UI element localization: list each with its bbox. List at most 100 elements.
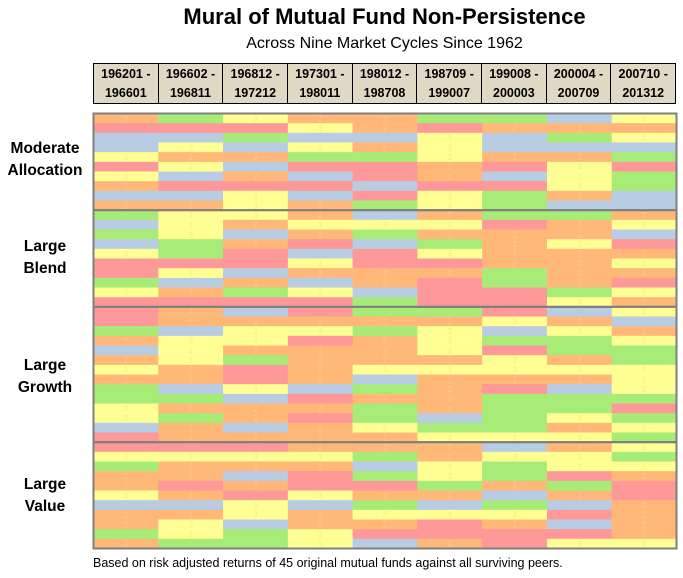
heatmap-cell <box>352 258 418 269</box>
heatmap-cell <box>287 509 354 521</box>
heatmap-cell-label: 2 <box>188 424 193 433</box>
heatmap-cell <box>417 210 483 221</box>
heatmap-cell-label: 3 <box>448 346 453 355</box>
heatmap-cell-label: 3 <box>124 491 129 500</box>
heatmap-cell <box>158 229 224 240</box>
heatmap-cell <box>158 403 224 414</box>
heatmap-cell <box>611 210 678 221</box>
heatmap-cell-label: 3 <box>512 511 517 520</box>
heatmap-cell <box>417 442 483 453</box>
heatmap-cell <box>158 190 224 202</box>
heatmap-cell <box>352 152 418 163</box>
heatmap-cell <box>546 190 613 202</box>
heatmap-cell <box>287 519 354 530</box>
heatmap-cell-label: 3 <box>512 366 517 375</box>
heatmap-cell <box>223 384 289 395</box>
heatmap-cell-label: 2 <box>318 520 323 529</box>
heatmap-cell <box>417 152 483 163</box>
heatmap-cell-label: 3 <box>577 182 582 191</box>
heatmap-cell-label: 2 <box>318 201 323 210</box>
heatmap-cell-label: 3 <box>448 250 453 259</box>
heatmap-cell <box>352 519 418 530</box>
heatmap-cell-label: 2 <box>253 221 258 230</box>
heatmap-cell <box>223 345 289 356</box>
heatmap-cell <box>611 432 678 443</box>
heatmap-cell-label: 3 <box>188 211 193 220</box>
heatmap-cell <box>93 190 159 202</box>
heatmap-cell <box>158 345 224 356</box>
heatmap-cell <box>93 132 159 144</box>
heatmap-cell-label: 2 <box>642 250 647 259</box>
heatmap-cell-label: 2 <box>318 356 323 365</box>
heatmap-cell <box>352 268 418 279</box>
heatmap-cell <box>546 152 613 163</box>
heatmap-cell-label: 2 <box>124 375 129 384</box>
heatmap-cell <box>417 500 483 511</box>
heatmap-cell-label: 2 <box>512 153 517 162</box>
heatmap-cell-label: 2 <box>188 288 193 297</box>
heatmap-cell-label: 2 <box>188 462 193 471</box>
heatmap-cell-label: 2 <box>383 491 388 500</box>
heatmap-cell-label: 3 <box>512 453 517 462</box>
heatmap-cell-label: 3 <box>253 211 258 220</box>
cycle-end-label: 200003 <box>493 85 535 100</box>
heatmap-cell <box>158 538 224 550</box>
heatmap-cell <box>546 364 613 376</box>
heatmap-cell <box>482 132 548 144</box>
heatmap-cell <box>287 442 354 453</box>
heatmap-cell <box>287 471 354 482</box>
heatmap-cell <box>352 345 418 356</box>
heatmap-cell <box>482 113 548 124</box>
heatmap-cell <box>417 384 483 395</box>
heatmap-cell <box>158 384 224 395</box>
heatmap-cell <box>417 316 483 327</box>
heatmap-cell <box>93 113 159 124</box>
heatmap-cell <box>546 210 613 221</box>
heatmap-cell-label: 2 <box>124 540 129 549</box>
heatmap-cell <box>546 142 613 153</box>
heatmap-cell-label: 2 <box>512 124 517 133</box>
heatmap-cell-label: 2 <box>448 172 453 181</box>
heatmap-cell <box>158 509 224 521</box>
heatmap-cell <box>352 480 418 492</box>
heatmap-cell-label: 2 <box>512 482 517 491</box>
heatmap-cell <box>417 335 483 347</box>
heatmap-cell <box>546 355 613 366</box>
heatmap-cell <box>546 461 613 472</box>
heatmap-cell <box>352 161 418 173</box>
heatmap-cell <box>223 239 289 250</box>
heatmap-cell-label: 2 <box>642 124 647 133</box>
heatmap-cell-label: 2 <box>383 395 388 404</box>
heatmap-cell <box>223 152 289 163</box>
chart-title: Mural of Mutual Fund Non-Persistence <box>183 4 586 29</box>
heatmap-cell <box>158 181 224 192</box>
heatmap: 2 3 2 2 33 2 2 2 23 33 3 2 33 2 2 3 2 23 2 33 2 2 32 33 3 22 2 3 2 33… <box>92 112 678 550</box>
heatmap-cell <box>482 384 548 395</box>
heatmap-cell-label: 3 <box>642 424 647 433</box>
heatmap-cell-label: 3 <box>253 337 258 346</box>
heatmap-cell <box>93 384 159 395</box>
heatmap-cell-label: 3 <box>577 163 582 172</box>
heatmap-cell <box>482 500 548 511</box>
heatmap-cell <box>611 258 678 269</box>
heatmap-cell-label: 2 <box>577 259 582 268</box>
heatmap-cell <box>417 113 483 124</box>
heatmap-cell <box>223 480 289 492</box>
cycle-end-label: 198011 <box>299 85 341 100</box>
heatmap-cell <box>611 413 678 424</box>
heatmap-cell <box>482 161 548 173</box>
heatmap-cell-label: 3 <box>188 530 193 539</box>
heatmap-cell <box>482 374 548 385</box>
heatmap-cell-label: 2 <box>577 192 582 201</box>
heatmap-cell <box>352 229 418 240</box>
heatmap-cell-label: 3 <box>642 443 647 452</box>
heatmap-cell <box>223 132 289 144</box>
heatmap-cell-label: 2 <box>577 250 582 259</box>
heatmap-cell <box>93 335 159 347</box>
heatmap-cell-label: 3 <box>512 433 517 442</box>
heatmap-cell-label: 3 <box>642 308 647 317</box>
heatmap-cell-label: 3 <box>577 172 582 181</box>
heatmap-cell-label: 2 <box>448 385 453 394</box>
heatmap-cell <box>287 171 354 182</box>
heatmap-cell <box>611 471 678 482</box>
